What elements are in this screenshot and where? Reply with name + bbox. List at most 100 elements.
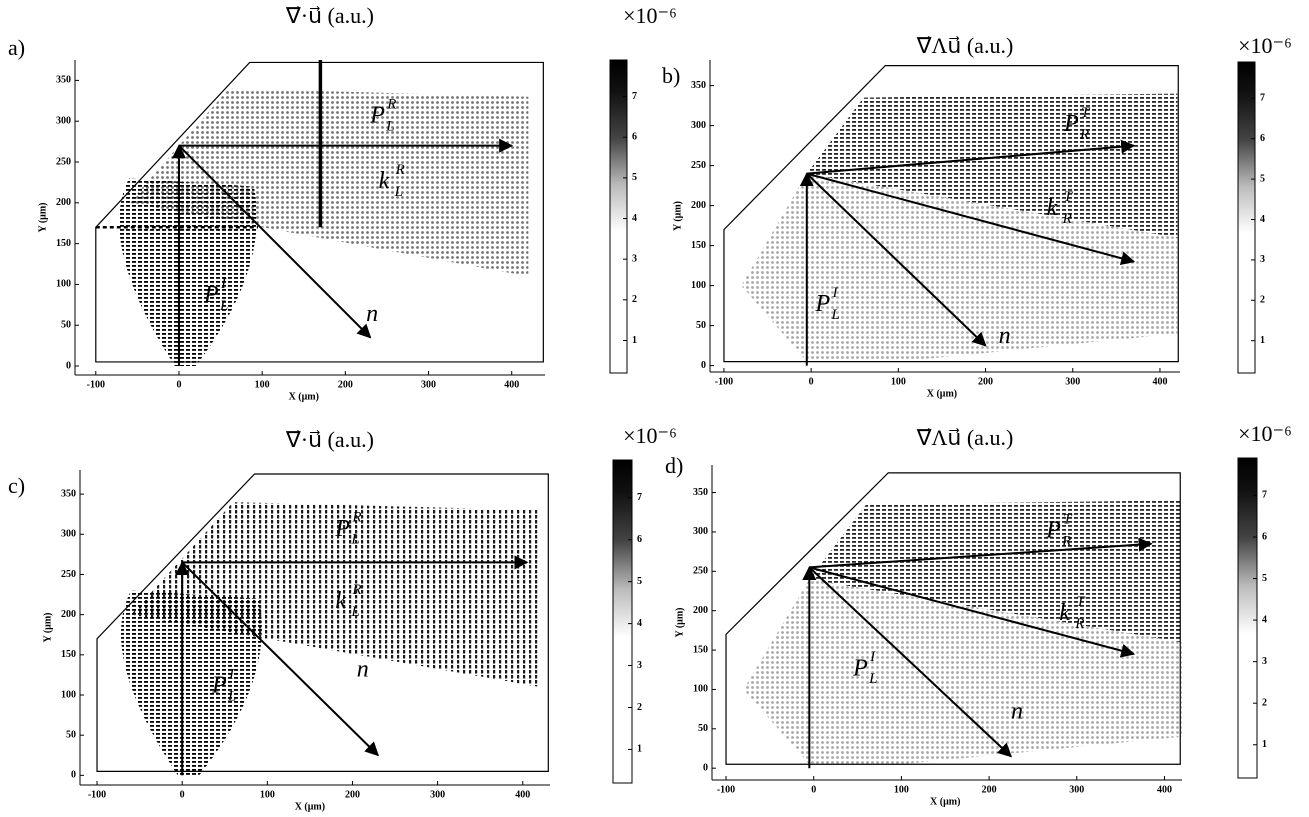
annotation-symbol: P⃗ [203,282,237,308]
x-tick-label: 0 [180,789,185,800]
x-tick-label: 200 [982,784,997,795]
y-tick-label: 0 [71,770,76,781]
y-tick-label: 100 [693,684,708,695]
annotation-symbol: P⃗ [852,655,886,681]
direction-arrow [806,172,987,347]
incident-field [119,178,257,367]
annotation-sup: R [386,97,396,113]
y-tick-label: 100 [691,280,706,291]
incident-field [120,590,262,776]
y-tick-label: 250 [56,156,71,167]
x-tick-label: 0 [176,379,181,390]
annotation-sub: L [394,184,403,200]
y-tick-label: 200 [691,200,706,211]
domain-outline [96,473,549,772]
colorbar [609,59,628,374]
y-tick-label: 0 [66,360,71,371]
reflected-field [129,88,529,277]
x-tick-label: -100 [87,379,105,390]
x-tick-label: -100 [88,789,106,800]
colorbar-tick-label: 3 [1262,656,1267,667]
direction-arrow [178,144,372,339]
y-tick-label: 350 [56,75,71,86]
colorbar-multiplier: ×10⁻⁶ [623,3,677,28]
colorbar-tick-label: 4 [1262,614,1267,625]
annotation-symbol: P⃗ [369,103,403,129]
colorbar-tick-label: 7 [1262,490,1267,501]
panel-title: ∇⃗Λu⃗ (a.u.) [916,33,1014,58]
fan-field [741,173,1178,362]
colorbar-multiplier: ×10⁻⁶ [1238,33,1292,58]
y-axis-label: Y (μm) [37,202,48,232]
annotation-sup: R [351,582,361,598]
annotation-sub: L [350,604,359,620]
panel-title: ∇⃗·u⃗ (a.u.) [285,3,374,28]
y-tick-label: 50 [61,320,71,331]
y-tick-label: 250 [693,566,708,577]
y-tick-label: 150 [691,240,706,251]
direction-arrow [809,566,1136,658]
x-tick-label: 400 [504,379,519,390]
x-tick-label: 0 [809,376,814,387]
x-axis-label: X (μm) [930,796,960,807]
y-tick-label: 50 [696,320,706,331]
y-tick-label: 200 [693,605,708,616]
colorbar-tick-label: 2 [1262,697,1267,708]
y-axis-label: Y (μm) [672,201,683,231]
colorbar-tick-label: 4 [632,213,637,224]
y-tick-label: 150 [56,238,71,249]
colorbar-tick-label: 7 [1260,93,1265,104]
y-tick-label: 50 [698,723,708,734]
annotation-sub: L [385,119,394,135]
x-tick-label: 300 [1069,784,1084,795]
y-tick-label: 350 [61,488,76,499]
panel-label: a) [8,35,25,60]
x-tick-label: 300 [1065,376,1080,387]
annotation-sub: L [219,298,228,314]
y-axis-label: Y (μm) [674,607,685,637]
transmitted-field [806,93,1178,238]
annotation-sub: L [227,688,236,704]
x-axis-label: X (μm) [289,391,319,402]
y-tick-label: 200 [61,609,76,620]
y-tick-label: 300 [691,120,706,131]
fan-field [743,579,1182,765]
y-tick-label: 50 [66,729,76,740]
domain-outline [95,61,544,363]
y-tick-label: 350 [693,487,708,498]
annotation-sub: R [1079,127,1089,143]
annotation-sup: R [351,510,361,526]
colorbar-tick-label: 5 [637,576,642,587]
colorbar-tick-label: 2 [632,294,637,305]
x-tick-label: -100 [717,784,735,795]
annotation-symbol: n⃗ [366,301,397,327]
annotation-symbol: P⃗ [1063,111,1097,137]
annotation-symbol: P⃗ [211,672,245,698]
panel-title: ∇⃗·u⃗ (a.u.) [285,427,374,452]
colorbar-tick-label: 6 [637,534,642,545]
annotation-symbol: k⃗ [335,588,364,614]
colorbar-tick-label: 1 [637,744,642,755]
colorbar [612,459,633,784]
annotation-sup: I [832,285,839,301]
annotation-symbol: P⃗ [815,291,849,317]
x-tick-label: 300 [421,379,436,390]
y-tick-label: 150 [693,644,708,655]
annotation-sub: R [1074,616,1084,632]
annotation-symbol: n⃗ [357,656,388,682]
colorbar-tick-label: 3 [637,660,642,671]
x-tick-label: 200 [978,376,993,387]
x-tick-label: 200 [345,789,360,800]
colorbar-tick-label: 1 [1262,739,1267,750]
x-tick-label: 400 [1152,376,1167,387]
domain-outline [723,64,1179,363]
panel-label: d) [665,453,683,478]
x-tick-label: 400 [1157,784,1172,795]
annotation-sup: T [1064,189,1074,205]
panel-title: ∇⃗Λu⃗ (a.u.) [916,425,1014,450]
y-tick-label: 300 [61,529,76,540]
colorbar-tick-label: 5 [632,172,637,183]
colorbar-multiplier: ×10⁻⁶ [623,423,677,448]
domain-outline [725,472,1181,765]
colorbar-multiplier: ×10⁻⁶ [1238,421,1292,446]
